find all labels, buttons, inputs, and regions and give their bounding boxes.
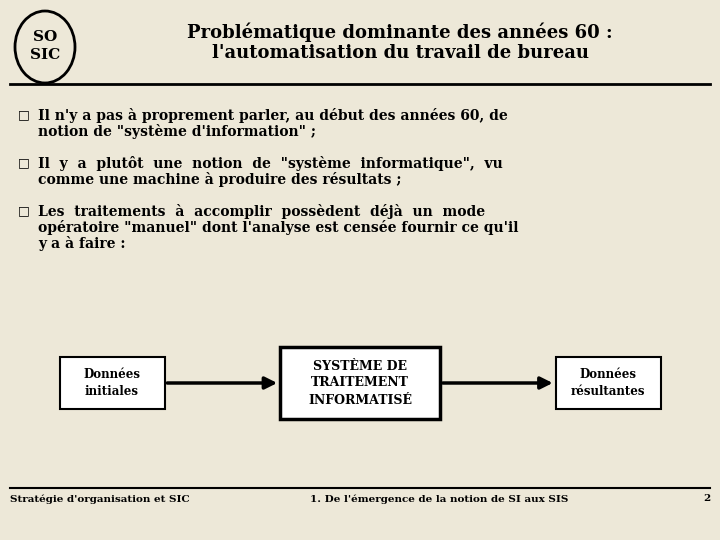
Text: Stratégie d'organisation et SIC: Stratégie d'organisation et SIC	[10, 494, 189, 503]
Text: notion de "système d'information" ;: notion de "système d'information" ;	[38, 124, 316, 139]
Text: SO: SO	[33, 30, 57, 44]
Text: □: □	[18, 108, 30, 121]
Text: SIC: SIC	[30, 48, 60, 62]
Text: Données
résultantes: Données résultantes	[571, 368, 645, 398]
Text: 2: 2	[703, 494, 710, 503]
Text: □: □	[18, 204, 30, 217]
Text: Les  traitements  à  accomplir  possèdent  déjà  un  mode: Les traitements à accomplir possèdent dé…	[38, 204, 485, 219]
Text: Problématique dominante des années 60 :: Problématique dominante des années 60 :	[187, 22, 613, 42]
Bar	[556, 357, 660, 409]
Text: Données
initiales: Données initiales	[84, 368, 140, 398]
Text: □: □	[18, 156, 30, 169]
Text: l'automatisation du travail de bureau: l'automatisation du travail de bureau	[212, 44, 588, 62]
Text: 1. De l'émergence de la notion de SI aux SIS: 1. De l'émergence de la notion de SI aux…	[310, 494, 568, 503]
Text: Il  y  a  plutôt  une  notion  de  "système  informatique",  vu: Il y a plutôt une notion de "système inf…	[38, 156, 503, 171]
Text: Il n'y a pas à proprement parler, au début des années 60, de: Il n'y a pas à proprement parler, au déb…	[38, 108, 508, 123]
Text: opératoire "manuel" dont l'analyse est censée fournir ce qu'il: opératoire "manuel" dont l'analyse est c…	[38, 220, 518, 235]
Bar	[60, 357, 164, 409]
Text: SYSTÈME DE
TRAITEMENT
INFORMATISÉ: SYSTÈME DE TRAITEMENT INFORMATISÉ	[308, 360, 412, 407]
Text: comme une machine à produire des résultats ;: comme une machine à produire des résulta…	[38, 172, 402, 187]
Text: y a à faire :: y a à faire :	[38, 236, 125, 251]
Bar	[280, 347, 440, 419]
